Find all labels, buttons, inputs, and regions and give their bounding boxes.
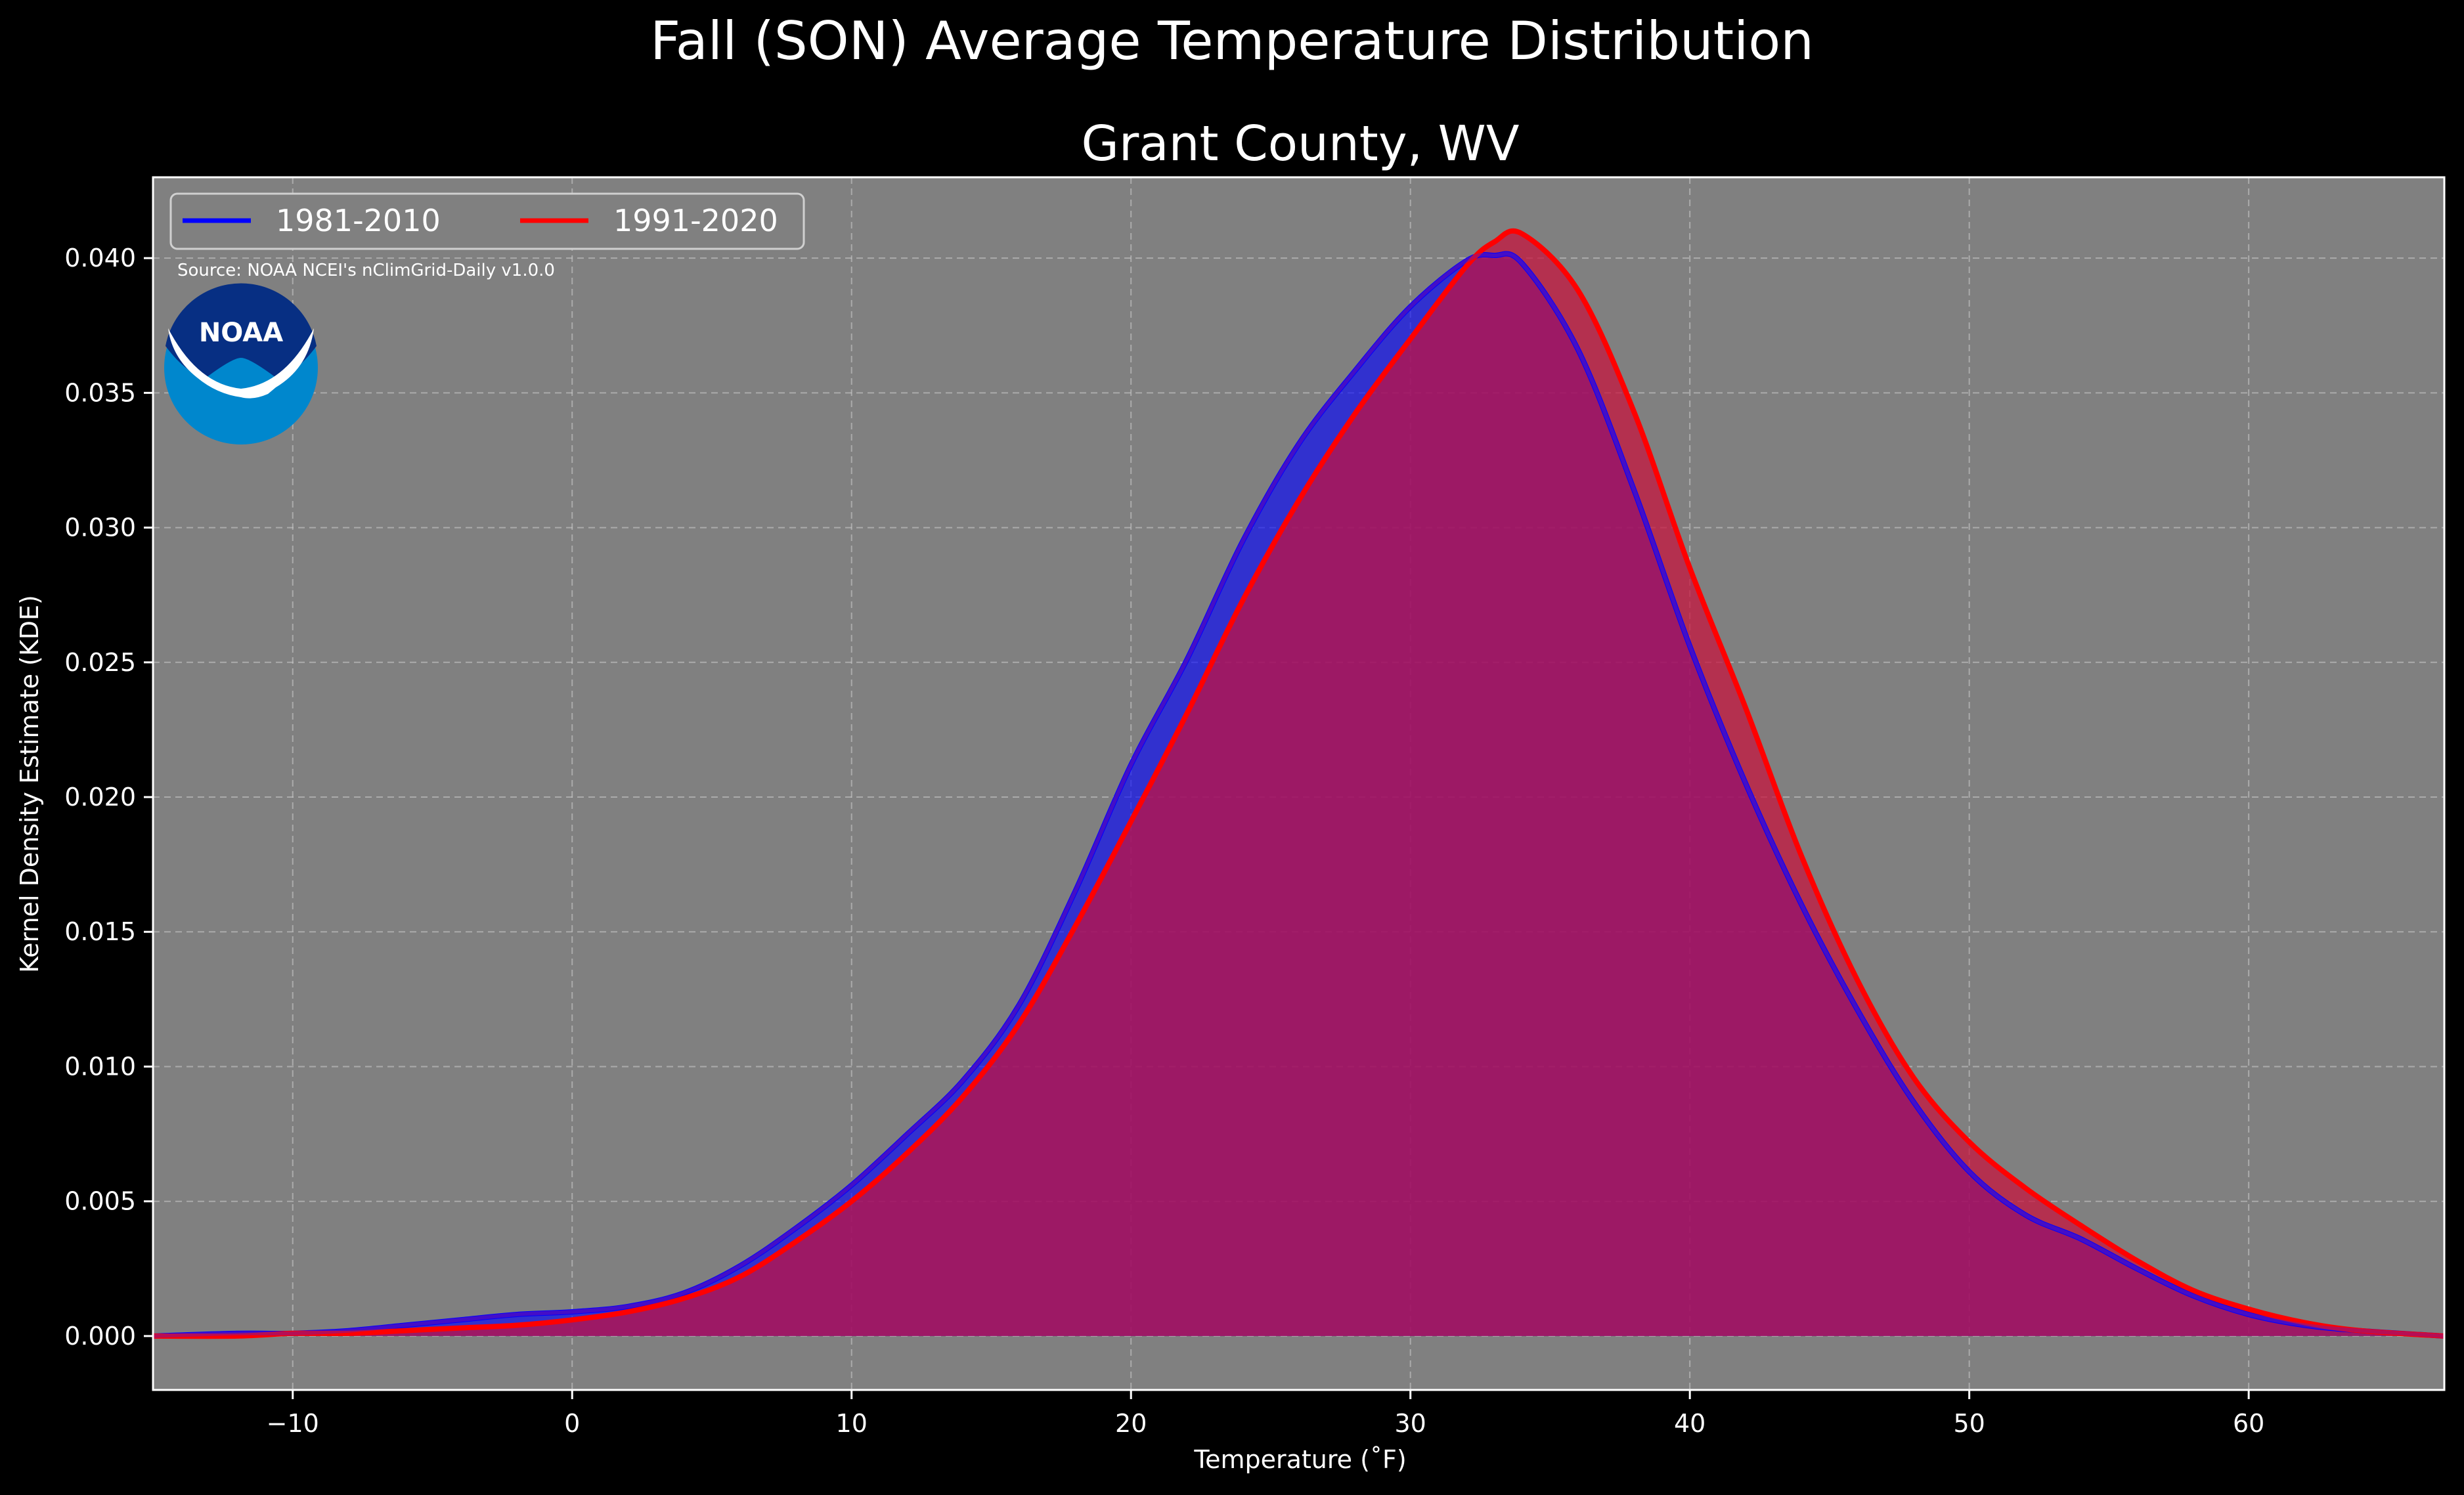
- x-tick-label: −10: [267, 1409, 319, 1438]
- x-tick-label: 60: [2233, 1409, 2264, 1438]
- y-axis-label: Kernel Density Estimate (KDE): [15, 595, 44, 973]
- area-1991-2020: [153, 230, 2444, 1337]
- noaa-logo: NOAA: [164, 283, 318, 444]
- x-tick-label: 50: [1953, 1409, 1985, 1438]
- logo-text: NOAA: [199, 318, 283, 348]
- chart-suptitle: Fall (SON) Average Temperature Distribut…: [650, 11, 1814, 72]
- y-tick-label: 0.030: [64, 513, 136, 542]
- y-axis-ticks: 0.000 0.005 0.010 0.015 0.020 0.025 0.030 0.035…: [64, 244, 153, 1351]
- legend-label-1981-2010: 1981-2010: [276, 203, 441, 238]
- y-tick-label: 0.005: [64, 1187, 136, 1216]
- x-axis-ticks: −10 0 10 20 30 40 50 60: [267, 1390, 2264, 1438]
- x-tick-label: 20: [1115, 1409, 1147, 1438]
- y-tick-label: 0.015: [64, 917, 136, 946]
- overlap-outline: [152, 251, 2445, 1338]
- logo-top-cap: [165, 283, 317, 378]
- plot-frame: [152, 176, 2446, 1391]
- x-tick-label: 10: [836, 1409, 868, 1438]
- line-1991-2020: [152, 228, 2445, 1339]
- y-tick-label: 0.010: [64, 1052, 136, 1081]
- y-tick-label: 0.035: [64, 378, 136, 407]
- legend: 1981-2010 1991-2020: [169, 192, 805, 250]
- y-tick-label: 0.025: [64, 648, 136, 677]
- y-tick-label: 0.000: [64, 1322, 136, 1351]
- legend-box: [169, 192, 805, 250]
- x-tick-label: 40: [1674, 1409, 1705, 1438]
- x-tick-label: 30: [1395, 1409, 1426, 1438]
- series-lines: [152, 228, 2445, 1339]
- series-areas: [153, 230, 2444, 1337]
- y-tick-label: 0.020: [64, 783, 136, 812]
- chart-title: Grant County, WV: [1082, 116, 1520, 172]
- logo-bird-wing: [168, 328, 314, 399]
- x-tick-label: 0: [564, 1409, 580, 1438]
- y-tick-label: 0.040: [64, 244, 136, 272]
- legend-label-1991-2020: 1991-2020: [613, 203, 778, 238]
- x-axis-label: Temperature (˚F): [1193, 1445, 1406, 1474]
- source-note: Source: NOAA NCEI's nClimGrid-Daily v1.0…: [177, 261, 555, 280]
